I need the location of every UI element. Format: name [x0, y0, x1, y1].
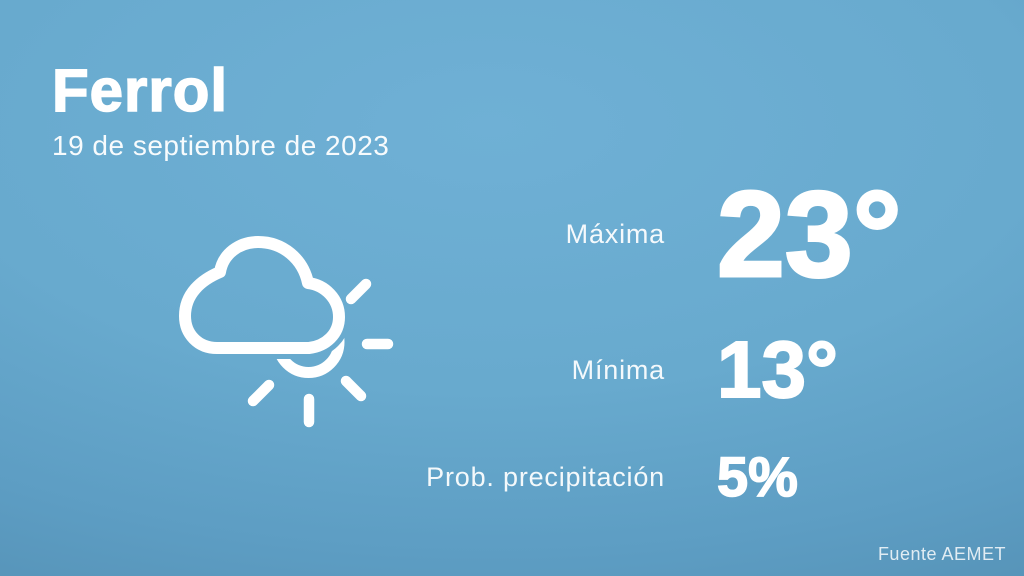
source-attribution: Fuente AEMET: [877, 544, 1006, 564]
min-temp-label: Mínima: [571, 354, 665, 385]
row-min-temp: Mínima 13°: [0, 315, 1024, 425]
row-precipitation: Prob. precipitación 5%: [0, 430, 1024, 524]
sun-rays: [247, 278, 394, 428]
sun-behind-cloud-icon: [179, 236, 394, 428]
date-subtitle: 19 de septiembre de 2023: [52, 130, 390, 161]
header: Ferrol 19 de septiembre de 2023: [51, 57, 390, 162]
min-temp-value: 13°: [716, 325, 839, 414]
row-max-temp: Máxima 23°: [0, 166, 1024, 302]
city-title: Ferrol: [51, 57, 229, 124]
max-temp-label: Máxima: [565, 218, 665, 249]
precipitation-label: Prob. precipitación: [426, 461, 665, 492]
precipitation-value: 5%: [716, 445, 798, 508]
cloud-shape: [179, 236, 345, 354]
max-temp-value: 23°: [716, 166, 903, 302]
